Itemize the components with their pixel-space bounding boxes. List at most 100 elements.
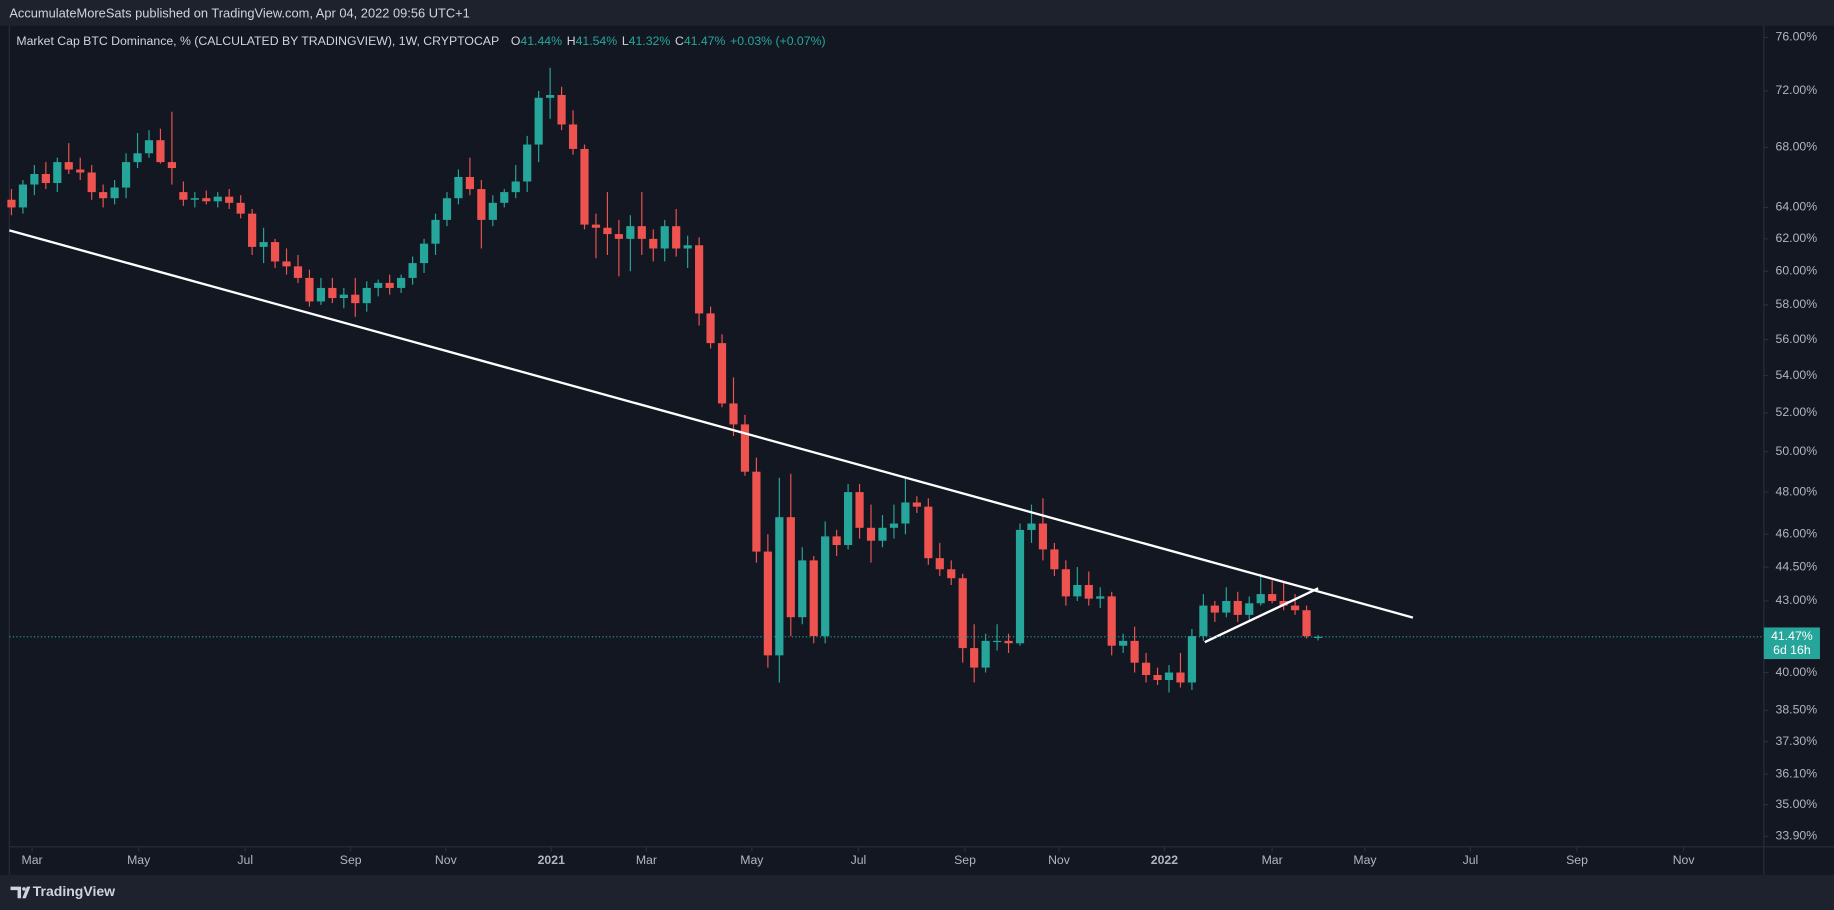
- candle-body: [408, 263, 417, 278]
- candle-body: [259, 242, 268, 247]
- candle-body: [397, 277, 406, 288]
- candle-body: [293, 266, 303, 278]
- candle-body: [431, 219, 440, 244]
- candle-body: [672, 226, 681, 249]
- legend-value: 41.47%: [684, 34, 726, 48]
- candle-body: [1268, 594, 1277, 601]
- countdown-label: 6d 16h: [1773, 643, 1811, 657]
- y-tick-label: 38.50%: [1776, 703, 1818, 717]
- candle-body: [419, 243, 429, 264]
- y-tick-label: 62.00%: [1776, 231, 1818, 245]
- candle-body: [683, 245, 692, 249]
- y-tick-label: 52.00%: [1776, 405, 1818, 419]
- footer-brand: TradingView: [33, 883, 115, 899]
- candle-body: [924, 506, 933, 559]
- publisher-text: AccumulateMoreSats published on TradingV…: [9, 5, 469, 20]
- candle-body: [1015, 529, 1025, 644]
- candle-body: [236, 202, 245, 214]
- candle-body: [832, 536, 841, 546]
- candle-body: [87, 172, 96, 193]
- candle-body: [99, 192, 108, 199]
- candle-body: [465, 176, 474, 190]
- y-tick-label: 72.00%: [1776, 83, 1818, 97]
- candle-body: [362, 287, 371, 304]
- y-tick-label: 37.30%: [1776, 734, 1818, 748]
- x-tick-label: Nov: [435, 853, 458, 867]
- candle-body: [190, 198, 199, 200]
- candle-body: [1302, 610, 1311, 637]
- candle-body: [786, 517, 795, 618]
- candle-body: [511, 181, 520, 193]
- candle-body: [1141, 662, 1151, 676]
- candle-body: [1096, 596, 1105, 599]
- x-tick-label: Sep: [1566, 853, 1588, 867]
- candle-body: [1038, 523, 1048, 550]
- candle-body: [144, 140, 154, 154]
- legend-value: 41.54%: [576, 34, 618, 48]
- candle-body: [179, 192, 188, 200]
- candle-body: [855, 492, 864, 528]
- candle-body: [889, 523, 899, 528]
- candle-body: [351, 294, 360, 304]
- legend-key: H: [567, 34, 576, 48]
- candle-body: [1153, 675, 1162, 680]
- legend-key: C: [675, 34, 684, 48]
- candle-body: [7, 199, 16, 208]
- candle-body: [1256, 594, 1265, 604]
- candle-body: [53, 162, 62, 184]
- candle-body: [717, 343, 727, 404]
- candle-body: [1004, 640, 1013, 644]
- last-price-label: 41.47%: [1771, 629, 1813, 643]
- x-tick-label: Mar: [1262, 853, 1283, 867]
- y-tick-label: 58.00%: [1776, 297, 1818, 311]
- x-tick-label: May: [127, 853, 151, 867]
- candle-body: [1245, 603, 1254, 615]
- candle-body: [992, 640, 1002, 643]
- legend-key: L: [622, 34, 629, 48]
- candle-body: [339, 294, 348, 299]
- candle-body: [901, 502, 910, 524]
- candle-body: [121, 162, 131, 188]
- candle-body: [912, 502, 921, 507]
- x-tick-label: Sep: [954, 853, 976, 867]
- candles: [7, 67, 1323, 693]
- candle-body: [844, 492, 853, 546]
- candle-body: [1313, 636, 1323, 638]
- candle-body: [580, 148, 589, 225]
- candle-body: [752, 471, 761, 552]
- candle-body: [1290, 605, 1300, 611]
- candle-body: [568, 124, 578, 149]
- candle-body: [202, 198, 211, 202]
- candle-body: [1210, 605, 1219, 613]
- candle-body: [1107, 596, 1116, 646]
- publisher-bar: [0, 0, 1834, 26]
- y-tick-label: 76.00%: [1776, 30, 1818, 44]
- candle-body: [225, 196, 234, 203]
- candle-body: [935, 558, 944, 570]
- candle-body: [64, 162, 73, 170]
- candle-body: [637, 226, 646, 239]
- candle-body: [809, 560, 818, 637]
- candle-body: [270, 242, 280, 262]
- y-tick-label: 68.00%: [1776, 140, 1818, 154]
- candle-body: [488, 202, 497, 220]
- candle-body: [798, 560, 807, 618]
- candle-body: [374, 282, 383, 288]
- tv-logo: [10, 886, 31, 899]
- y-tick-label: 36.10%: [1776, 766, 1818, 780]
- y-tick-label: 64.00%: [1776, 200, 1818, 214]
- candle-body: [328, 287, 337, 299]
- candle-body: [740, 424, 750, 472]
- candle-body: [41, 173, 50, 184]
- candle-body: [706, 313, 715, 344]
- x-tick-label: May: [1353, 853, 1377, 867]
- candle-body: [385, 282, 394, 288]
- legend-value: 41.44%: [520, 34, 562, 48]
- legend-key: O: [511, 34, 521, 48]
- candle-body: [1187, 636, 1197, 683]
- x-tick-label: 2022: [1151, 853, 1178, 867]
- x-tick-label: Nov: [1673, 853, 1696, 867]
- y-tick-label: 33.90%: [1776, 829, 1818, 843]
